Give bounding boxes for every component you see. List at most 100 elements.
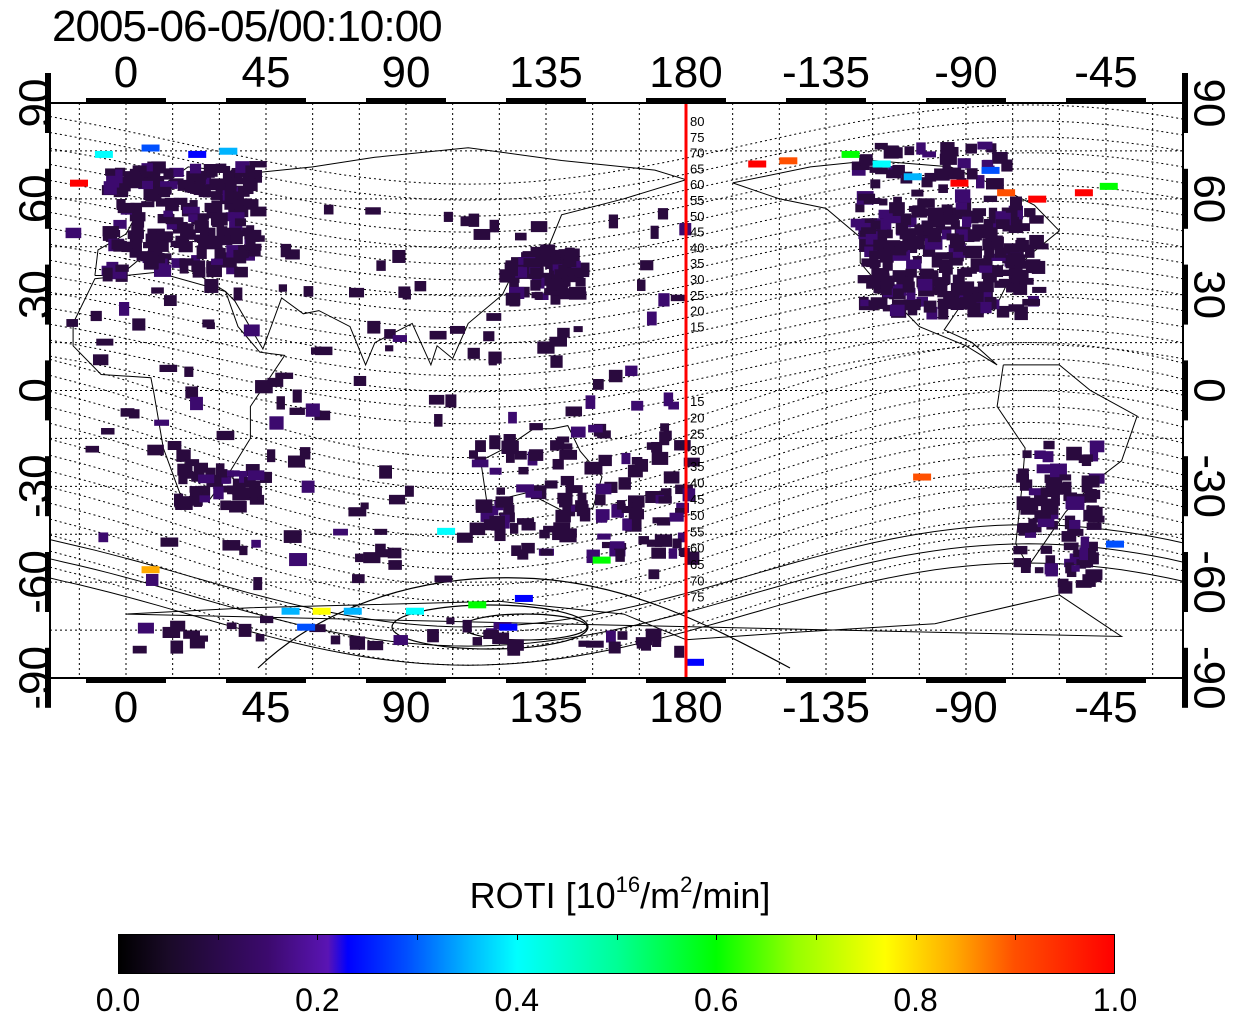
roti-cell — [1045, 555, 1056, 568]
roti-cell — [1080, 541, 1098, 552]
roti-high-cell — [70, 179, 89, 187]
colorbar-minor-tick — [417, 934, 419, 940]
roti-cell — [393, 635, 408, 646]
roti-cell — [226, 470, 240, 477]
dip-contour — [49, 280, 1184, 361]
roti-cell — [211, 200, 223, 214]
colorbar-minor-tick — [217, 934, 219, 940]
roti-cell — [1071, 565, 1080, 572]
roti-cell — [634, 458, 649, 472]
roti-cell — [923, 227, 939, 236]
roti-cell — [1032, 286, 1047, 293]
roti-cell — [163, 295, 177, 307]
frame-tick-bottom — [225, 677, 306, 683]
roti-cell — [663, 392, 674, 407]
dip-contour — [49, 485, 1184, 602]
roti-high-cell — [872, 160, 891, 168]
roti-cell — [970, 291, 984, 302]
roti-cell — [278, 284, 288, 292]
roti-cell — [668, 401, 679, 410]
roti-cell — [660, 488, 672, 499]
roti-cell — [558, 264, 572, 277]
roti-cell — [569, 291, 587, 300]
roti-cell — [233, 287, 243, 301]
roti-cell — [475, 499, 493, 510]
y-tick-label-right: -60 — [1184, 550, 1233, 614]
roti-cell — [289, 553, 308, 567]
roti-cell — [237, 199, 247, 206]
roti-cell — [500, 514, 510, 529]
roti-cell — [224, 203, 241, 210]
roti-cell — [489, 219, 500, 233]
roti-cell — [213, 486, 224, 500]
roti-cell — [147, 444, 164, 456]
roti-cell — [530, 280, 541, 291]
roti-cell — [916, 296, 929, 307]
roti-cell — [242, 172, 255, 185]
contour-label-north: 65 — [690, 161, 704, 176]
roti-cell — [96, 338, 114, 346]
dip-contour — [49, 296, 1184, 377]
roti-cell — [895, 222, 909, 235]
roti-cell — [128, 409, 140, 419]
roti-cell — [1058, 581, 1073, 594]
x-tick-label-top: 135 — [509, 48, 582, 97]
x-tick-label-bottom: 180 — [649, 683, 722, 732]
roti-cell — [226, 264, 235, 275]
roti-cell — [550, 291, 561, 305]
x-tick-label-top: 180 — [649, 48, 722, 97]
roti-cell — [355, 553, 364, 563]
roti-cell — [215, 252, 234, 263]
roti-cell — [1080, 536, 1090, 549]
dip-contour — [49, 327, 1184, 409]
roti-cell — [978, 301, 992, 314]
roti-cell — [141, 201, 155, 208]
roti-cell — [130, 202, 143, 213]
roti-cell — [467, 347, 480, 359]
roti-cell — [998, 278, 1012, 286]
roti-cell — [205, 467, 216, 478]
roti-cell — [1028, 488, 1042, 496]
roti-cell — [521, 542, 535, 554]
roti-cell — [349, 287, 365, 298]
roti-cell — [937, 207, 953, 220]
roti-cell — [483, 629, 499, 640]
roti-cell — [922, 244, 936, 257]
roti-cell — [648, 569, 660, 580]
x-tick-label-bottom: 135 — [509, 683, 582, 732]
roti-cell — [156, 231, 173, 240]
roti-cell — [949, 292, 960, 302]
roti-cell — [875, 273, 890, 282]
roti-cell — [984, 248, 995, 258]
frame-tick-right — [1182, 73, 1188, 133]
roti-cell — [903, 299, 921, 311]
contour-label-south: 15 — [690, 394, 704, 409]
roti-cell — [185, 459, 200, 467]
roti-cell — [916, 142, 926, 155]
roti-cell — [138, 180, 153, 190]
roti-cell — [598, 454, 612, 467]
roti-cell — [243, 178, 258, 192]
roti-cell — [1045, 477, 1063, 490]
roti-cell — [460, 216, 472, 227]
roti-cell — [486, 313, 502, 321]
roti-cell — [894, 244, 907, 256]
roti-cell — [1067, 528, 1084, 536]
roti-cell — [230, 230, 242, 244]
roti-cell — [103, 181, 120, 195]
contour-label-south: 20 — [690, 410, 704, 425]
colorbar-unit-mid: /m — [640, 875, 681, 916]
roti-cell — [283, 530, 302, 543]
roti-cell — [507, 645, 521, 656]
roti-cell — [503, 504, 515, 518]
roti-cell — [985, 178, 1004, 190]
colorbar-title-text: ROTI [10 — [469, 875, 616, 916]
roti-cell — [198, 240, 216, 250]
roti-high-cell — [297, 623, 316, 631]
roti-cell — [1037, 518, 1055, 528]
roti-cell — [995, 219, 1010, 230]
roti-cell — [224, 188, 234, 202]
roti-cell — [427, 629, 439, 643]
roti-high-cell — [141, 566, 160, 574]
roti-cell — [384, 329, 396, 339]
